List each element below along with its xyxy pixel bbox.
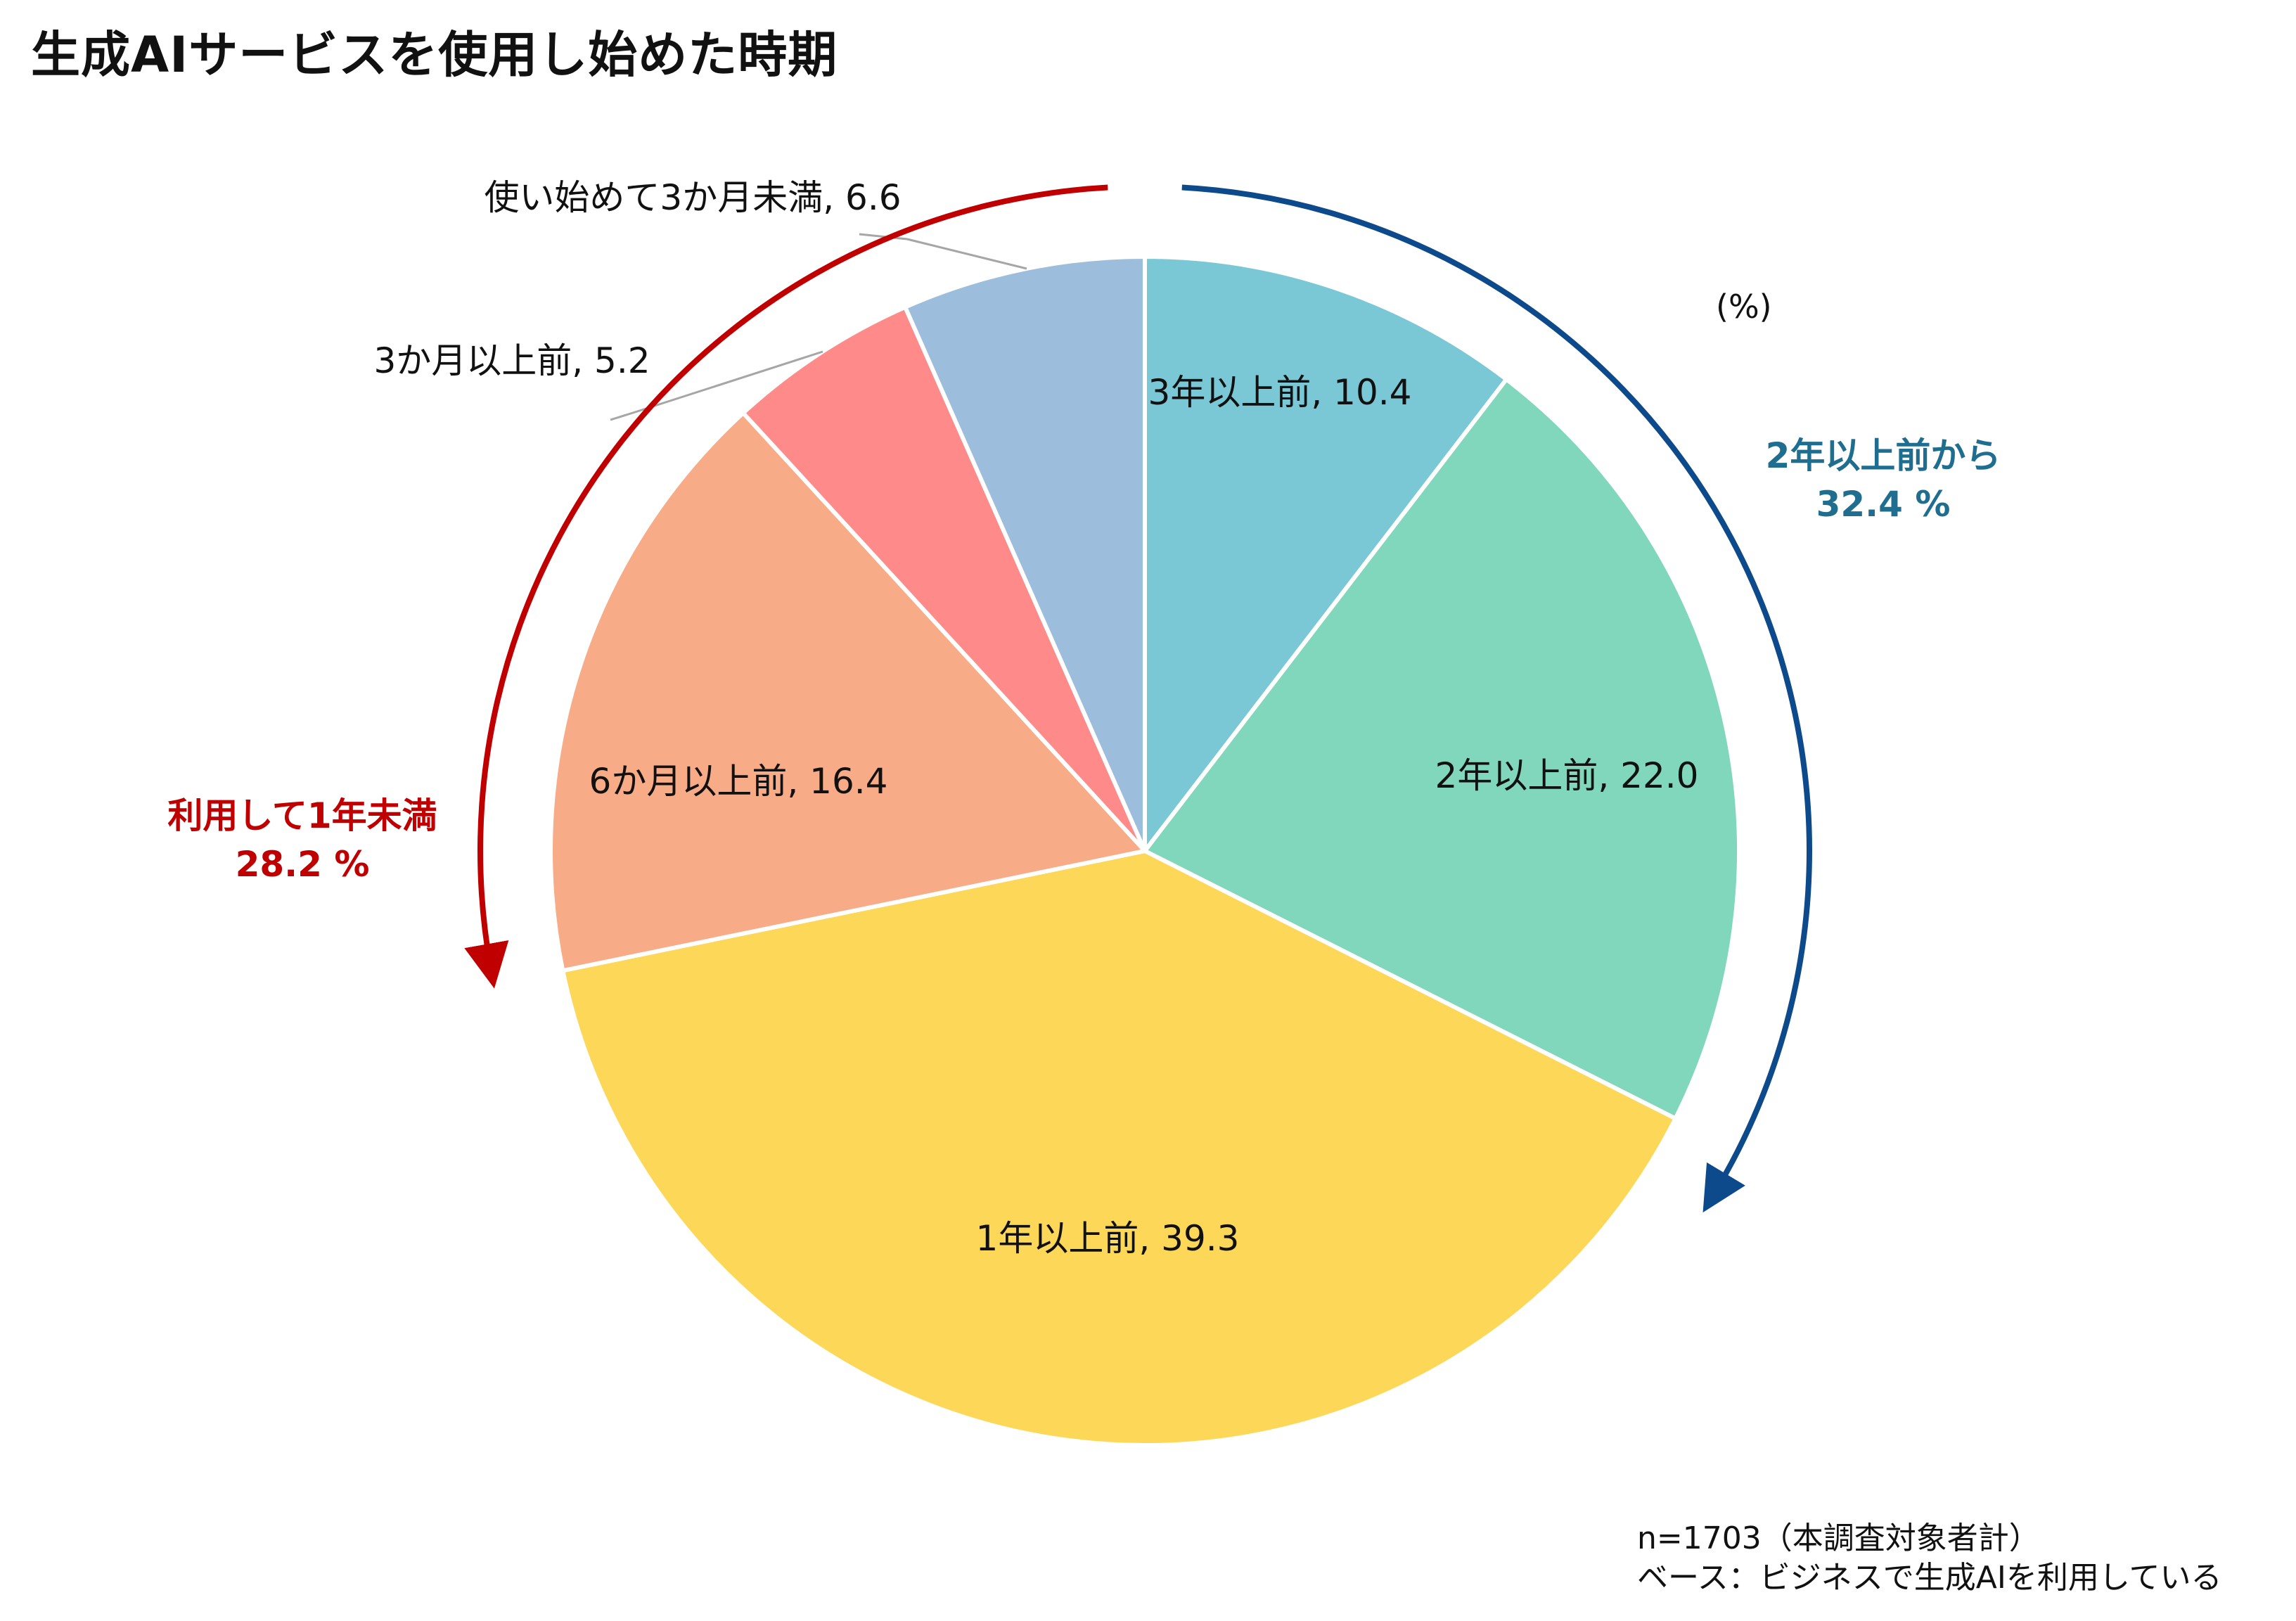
slice-label-6: 使い始めて3か月未満, 6.6 [484, 177, 901, 218]
group-arcs [464, 184, 1812, 1213]
group-label-blue-name: 2年以上前から [1766, 435, 2001, 476]
footnote: n=1703（本調査対象者計） ベース：ビジネスで生成AIを利用している [1637, 1519, 2222, 1598]
slice-label-4: 6か月以上前, 16.4 [589, 761, 888, 802]
group-label-red-total: 28.2 % [236, 844, 370, 885]
leader-line-5 [610, 350, 823, 421]
footnote-sample-size: n=1703（本調査対象者計） [1637, 1520, 2040, 1556]
pie-slice-6 [903, 255, 1147, 853]
pie-slices [549, 255, 1741, 1447]
pie-slice-3 [560, 849, 1678, 1447]
slice-label-3: 1年以上前, 39.3 [976, 1218, 1240, 1259]
pie-slice-2 [1143, 377, 1741, 1121]
footnote-base: ベース：ビジネスで生成AIを利用している [1637, 1560, 2222, 1596]
slice-label-1: 3年以上前, 10.4 [1148, 372, 1412, 413]
group-arc-red [464, 184, 1108, 989]
slice-labels: 3年以上前, 10.4 2年以上前, 22.0 1年以上前, 39.3 6か月以上前,… [373, 177, 1698, 1259]
unit-label: (%) [1716, 288, 1772, 326]
chart-title: 生成AIサービスを使用し始めた時期 [31, 26, 838, 84]
leader-lines [610, 233, 1027, 421]
group-label-blue-total: 32.4 % [1816, 484, 1951, 525]
slice-label-5: 3か月以上前, 5.2 [373, 340, 650, 381]
group-arc-blue [1181, 184, 1812, 1213]
group-label-red-name: 利用して1年未満 [167, 795, 437, 836]
pie-slice-1 [1143, 255, 1509, 853]
slice-label-2: 2年以上前, 22.0 [1435, 755, 1699, 796]
pie-slice-4 [549, 411, 1147, 973]
leader-line-6 [859, 233, 1027, 270]
